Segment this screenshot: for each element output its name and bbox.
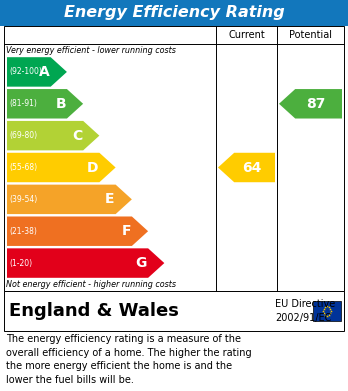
Text: (55-68): (55-68) bbox=[9, 163, 37, 172]
Text: C: C bbox=[72, 129, 82, 143]
Text: Potential: Potential bbox=[289, 30, 332, 40]
Polygon shape bbox=[7, 121, 100, 151]
Text: G: G bbox=[136, 256, 147, 270]
Text: 87: 87 bbox=[306, 97, 326, 111]
Text: 64: 64 bbox=[242, 160, 262, 174]
Text: B: B bbox=[55, 97, 66, 111]
Bar bbox=[4, 26, 344, 291]
Polygon shape bbox=[7, 185, 132, 214]
Text: Not energy efficient - higher running costs: Not energy efficient - higher running co… bbox=[6, 280, 176, 289]
Text: (39-54): (39-54) bbox=[9, 195, 37, 204]
Polygon shape bbox=[7, 89, 83, 118]
Text: Current: Current bbox=[228, 30, 265, 40]
Bar bbox=[313, 301, 341, 321]
Text: (1-20): (1-20) bbox=[9, 258, 32, 267]
Polygon shape bbox=[218, 153, 275, 182]
Text: E: E bbox=[105, 192, 114, 206]
Text: The energy efficiency rating is a measure of the
overall efficiency of a home. T: The energy efficiency rating is a measur… bbox=[6, 334, 252, 385]
Text: Energy Efficiency Rating: Energy Efficiency Rating bbox=[64, 5, 284, 20]
Text: (21-38): (21-38) bbox=[9, 227, 37, 236]
Text: A: A bbox=[39, 65, 50, 79]
Text: England & Wales: England & Wales bbox=[9, 302, 179, 320]
Polygon shape bbox=[7, 248, 164, 278]
Polygon shape bbox=[7, 153, 116, 182]
Bar bbox=[4, 291, 344, 331]
Text: Very energy efficient - lower running costs: Very energy efficient - lower running co… bbox=[6, 46, 176, 55]
Text: (92-100): (92-100) bbox=[9, 67, 42, 76]
Text: F: F bbox=[121, 224, 131, 238]
Polygon shape bbox=[279, 89, 342, 118]
Text: (69-80): (69-80) bbox=[9, 131, 37, 140]
Polygon shape bbox=[7, 217, 148, 246]
Bar bbox=[0, 0, 348, 26]
Text: (81-91): (81-91) bbox=[9, 99, 37, 108]
Text: EU Directive
2002/91/EC: EU Directive 2002/91/EC bbox=[275, 300, 335, 323]
Text: D: D bbox=[87, 160, 98, 174]
Polygon shape bbox=[7, 57, 67, 87]
